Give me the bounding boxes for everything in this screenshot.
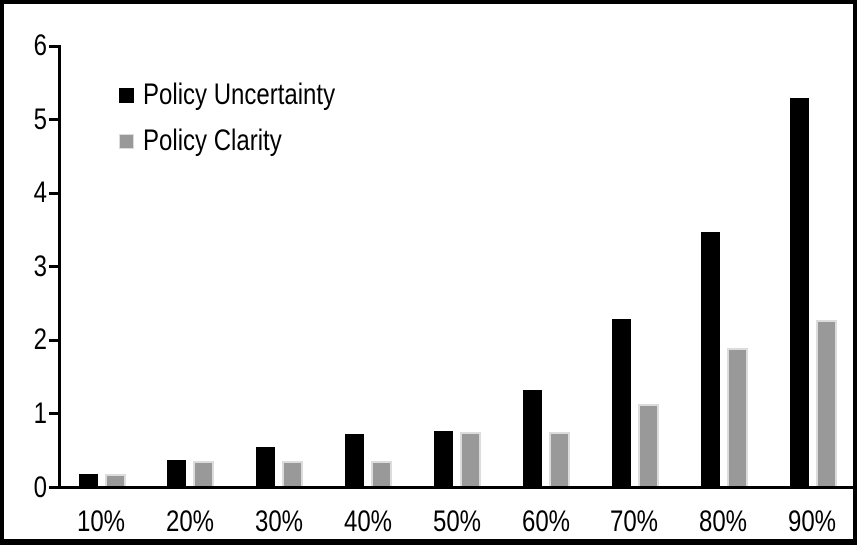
y-axis-tick [49,44,58,48]
bar-policy-clarity [104,473,126,488]
bar-policy-clarity [282,461,304,488]
bar-policy-uncertainty [345,433,365,488]
bar-policy-uncertainty [434,430,454,488]
bar-policy-clarity [549,431,570,488]
y-axis-tick-label: 6 [33,29,47,63]
x-axis-category-label: 50% [432,505,481,538]
bar-policy-uncertainty [700,232,720,488]
bar-policy-clarity [193,461,215,488]
bar-policy-uncertainty [789,98,809,488]
y-axis-tick [49,486,58,489]
bar-policy-clarity [637,403,659,488]
x-axis-category-label: 70% [610,505,659,538]
x-axis-category-label: 30% [254,505,303,538]
y-axis-tick [49,191,58,195]
x-axis-category-label: 40% [343,505,392,538]
y-axis-tick [49,118,58,122]
y-axis-tick-label: 0 [33,470,47,504]
bar-policy-clarity [726,348,748,488]
y-axis-line [58,44,61,489]
x-axis-category-label: 10% [76,505,126,538]
bar-policy-uncertainty [611,319,631,488]
y-axis-tick [49,265,58,269]
bar-policy-uncertainty [256,447,276,488]
y-axis-tick-label: 2 [33,323,47,357]
y-axis-tick [49,338,58,342]
y-axis-tick [49,412,58,416]
bar-policy-uncertainty [78,473,98,488]
bar-policy-clarity [371,461,393,488]
bar-policy-clarity [815,319,837,488]
y-axis-tick-label: 4 [33,176,47,210]
x-axis-line [58,486,853,489]
x-axis-category-label: 60% [521,505,570,538]
y-axis-tick-label: 3 [33,249,47,283]
bar-policy-uncertainty [523,390,542,488]
x-axis-category-label: 20% [165,505,214,538]
bar-policy-uncertainty [167,459,187,488]
y-axis-tick-label: 5 [33,102,47,136]
y-axis-tick-label: 1 [33,396,47,430]
x-axis-category-label: 80% [699,505,748,538]
x-axis-category-label: 90% [788,505,837,538]
bar-policy-clarity [460,431,482,488]
